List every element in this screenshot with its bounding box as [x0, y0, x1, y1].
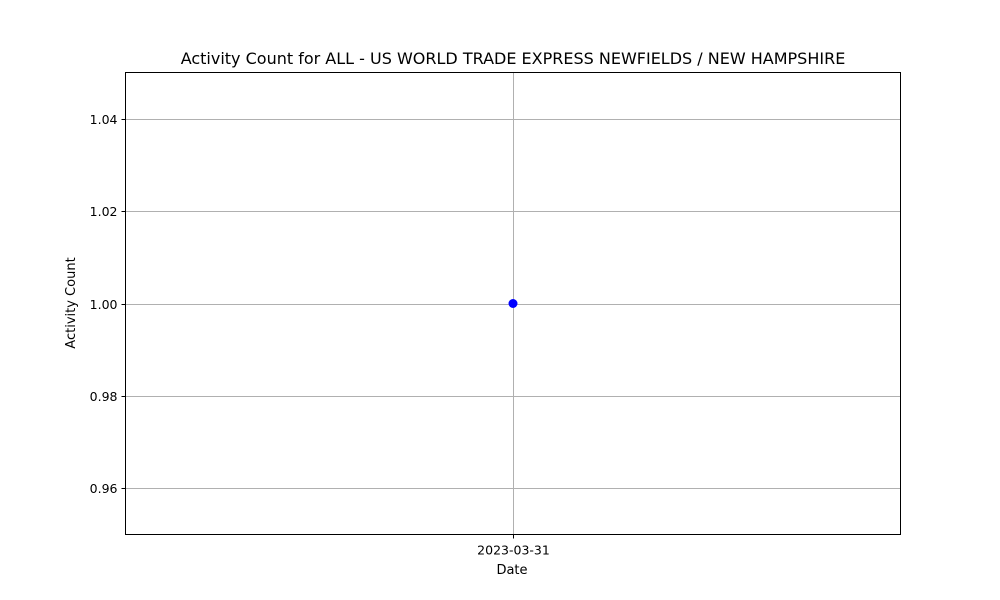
axis-ticks: 0.96 0.98 1.00 1.02 1.04 2023-03-31: [90, 112, 550, 558]
data-points: [508, 299, 518, 308]
x-tick-label: 2023-03-31: [477, 543, 550, 558]
x-axis-label: Date: [496, 563, 527, 578]
y-tick-label: 0.96: [90, 481, 118, 496]
chart-title: Activity Count for ALL - US WORLD TRADE …: [181, 49, 846, 68]
y-axis-label: Activity Count: [64, 257, 79, 348]
y-tick-label: 1.02: [90, 204, 118, 219]
y-tick-label: 0.98: [90, 389, 118, 404]
y-tick-label: 1.04: [90, 112, 118, 127]
y-tick-label: 1.00: [90, 297, 118, 312]
data-point-marker: [508, 299, 518, 308]
plot-frame: [125, 72, 901, 535]
